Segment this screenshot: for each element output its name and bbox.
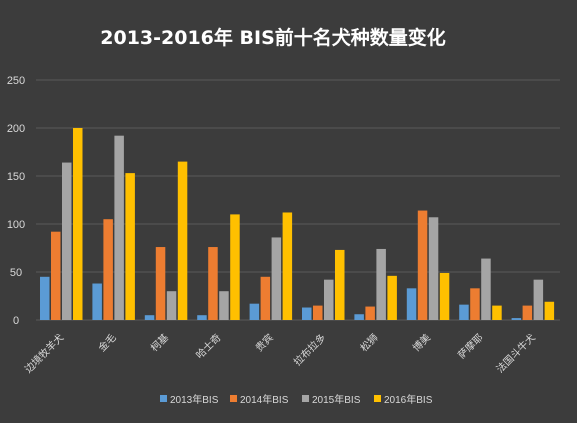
bar: [40, 276, 50, 320]
bars: [40, 128, 555, 320]
x-tick-label: 萨摩耶: [455, 331, 485, 361]
y-tick-label: 100: [7, 219, 25, 231]
bar: [62, 162, 72, 320]
bar: [271, 237, 282, 320]
bar: [230, 214, 240, 320]
x-tick-label: 柯基: [148, 331, 171, 354]
legend-swatch: [160, 395, 167, 402]
bar: [177, 161, 188, 320]
bar: [155, 247, 166, 320]
bar: [219, 291, 229, 320]
bar: [387, 275, 397, 320]
legend-swatch: [374, 395, 381, 402]
legend-label: 2015年BIS: [312, 393, 361, 406]
x-tick-label: 松狮: [357, 331, 380, 354]
bar: [533, 279, 544, 320]
bar: [249, 303, 260, 320]
bar: [144, 315, 155, 320]
y-tick-label: 200: [7, 123, 25, 135]
bar: [125, 173, 135, 320]
bar: [365, 306, 375, 320]
x-tick-label: 博美: [410, 331, 433, 354]
y-tick-label: 50: [10, 267, 22, 279]
bar: [354, 314, 364, 320]
y-tick-label: 0: [13, 315, 19, 327]
y-tick-label: 250: [7, 75, 25, 87]
bar: [313, 305, 323, 320]
y-axis-ticks: 0 50 100 150 200 250: [7, 75, 25, 327]
x-tick-label: 法国斗牛犬: [493, 331, 538, 376]
bar: [324, 279, 334, 320]
bar: [511, 318, 522, 320]
bar: [103, 219, 113, 320]
x-tick-label: 贵宾: [253, 331, 276, 354]
bar: [51, 231, 61, 320]
bar: [114, 135, 124, 320]
bar: [376, 248, 386, 320]
chart-title: 2013-2016年 BIS前十名犬种数量变化: [100, 26, 446, 49]
x-tick-label: 拉布拉多: [291, 331, 328, 368]
bar: [73, 128, 83, 320]
bar: [260, 276, 271, 320]
legend-swatch: [302, 395, 309, 402]
legend-label: 2013年BIS: [170, 393, 219, 406]
bar: [470, 288, 480, 320]
legend-label: 2016年BIS: [384, 393, 433, 406]
bar: [208, 247, 218, 320]
bar: [197, 315, 207, 320]
x-tick-label: 金毛: [95, 331, 118, 354]
legend-swatch: [230, 395, 237, 402]
y-tick-label: 150: [7, 171, 25, 183]
bar: [544, 301, 555, 320]
bar: [406, 288, 417, 320]
bar: [481, 258, 491, 320]
bar: [302, 307, 312, 320]
x-tick-label: 边境牧羊犬: [22, 331, 67, 376]
bar: [417, 210, 428, 320]
bar: [282, 212, 293, 320]
bar: [492, 305, 502, 320]
x-axis-labels: 边境牧羊犬 金毛 柯基 哈士奇 贵宾 拉布拉多 松狮 博美 萨摩耶 法国斗牛犬: [22, 331, 538, 376]
bar: [522, 305, 533, 320]
bar: [166, 291, 177, 320]
legend-label: 2014年BIS: [240, 393, 289, 406]
bar: [92, 283, 102, 320]
bar: [439, 272, 450, 320]
bar: [428, 217, 439, 320]
x-tick-label: 哈士奇: [193, 331, 223, 361]
bar: [335, 249, 345, 320]
legend: 2013年BIS 2014年BIS 2015年BIS 2016年BIS: [160, 393, 433, 406]
bar: [459, 304, 469, 320]
